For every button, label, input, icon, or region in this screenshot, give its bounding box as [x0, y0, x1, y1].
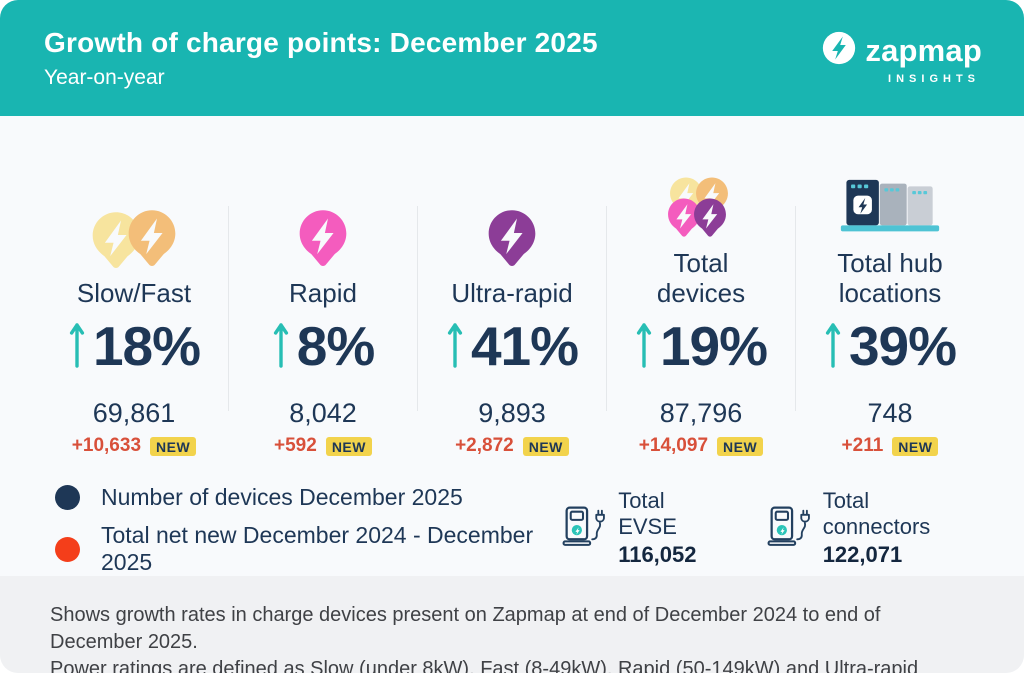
rapid-pin-icon — [295, 208, 351, 268]
stat-net-new: +2,872 — [455, 435, 514, 456]
new-badge: NEW — [325, 436, 372, 456]
up-arrow-icon — [446, 319, 464, 374]
ultra-rapid-pin-icon — [484, 208, 540, 268]
charge-pump-icon — [765, 503, 812, 553]
new-badge: NEW — [717, 436, 764, 456]
red-dot-icon — [55, 536, 80, 562]
legend: Number of devices December 2025 Total ne… — [55, 484, 560, 576]
totals: Total EVSE 116,052 Total connectors 122,… — [560, 488, 969, 568]
new-badge: NEW — [150, 436, 197, 456]
total-evse: Total EVSE 116,052 — [560, 488, 719, 568]
brand-block: zapmap INSIGHTS — [822, 31, 982, 85]
legend-label: Total net new December 2024 - December 2… — [101, 522, 534, 575]
column-divider — [606, 206, 607, 411]
total-value: 122,071 — [822, 542, 903, 567]
stat-column-rapid: Rapid 8% 8,042 +592 NEW — [229, 150, 417, 457]
stat-label: Total hub locations — [837, 248, 943, 308]
page-subtitle: Year-on-year — [44, 65, 165, 89]
brand-insights-label: INSIGHTS — [888, 73, 980, 85]
footnote-section: Shows growth rates in charge devices pre… — [0, 576, 1024, 673]
stat-column-ultra-rapid: Ultra-rapid 41% 9,893 +2,872 NEW — [418, 150, 606, 457]
infographic-card: Growth of charge points: December 2025 Y… — [0, 0, 1024, 673]
stat-percent: 41% — [470, 315, 579, 377]
legend-label: Number of devices December 2025 — [101, 484, 463, 510]
stat-percent: 39% — [848, 315, 957, 377]
up-arrow-icon — [635, 319, 653, 374]
column-divider — [417, 206, 418, 411]
navy-dot-icon — [55, 485, 80, 510]
stat-net-new: +592 — [274, 435, 317, 456]
total-label: Total EVSE — [618, 488, 677, 539]
slow-fast-pins-icon — [88, 208, 180, 268]
column-divider — [795, 206, 796, 411]
stat-net-new: +211 — [841, 435, 884, 456]
total-connectors: Total connectors 122,071 — [765, 488, 969, 568]
new-badge: NEW — [522, 436, 569, 456]
footnote-line: Shows growth rates in charge devices pre… — [50, 604, 881, 653]
up-arrow-icon — [824, 319, 842, 374]
new-badge: NEW — [892, 436, 939, 456]
main-section: Slow/Fast 18% 69,861 +10,633 NEW — [0, 116, 1024, 576]
legend-item-net-new: Total net new December 2024 - December 2… — [55, 522, 560, 576]
total-devices-pins-icon — [665, 176, 737, 238]
charge-pump-icon — [560, 503, 607, 553]
stat-percent: 8% — [296, 315, 375, 377]
stat-column-slow-fast: Slow/Fast 18% 69,861 +10,633 NEW — [40, 150, 228, 457]
stat-percent: 19% — [659, 315, 768, 377]
footnote-line: Power ratings are defined as Slow (under… — [50, 658, 919, 673]
stats-row: Slow/Fast 18% 69,861 +10,633 NEW — [0, 116, 1024, 457]
stat-column-total-devices: Total devices 19% 87,796 +14,097 NEW — [607, 150, 795, 457]
stat-label: Ultra-rapid — [451, 278, 573, 308]
page-title: Growth of charge points: December 2025 — [44, 26, 598, 58]
stat-label: Total devices — [656, 248, 746, 308]
stat-devices: 9,893 — [478, 398, 546, 428]
stat-devices: 8,042 — [289, 398, 357, 428]
stat-label: Slow/Fast — [76, 278, 192, 308]
legend-item-devices: Number of devices December 2025 — [55, 484, 560, 511]
charging-hub-icon — [839, 175, 941, 238]
stat-label: Rapid — [289, 278, 357, 308]
legend-totals-band: Number of devices December 2025 Total ne… — [0, 457, 1024, 576]
zapmap-bolt-icon — [822, 31, 856, 70]
up-arrow-icon — [272, 319, 290, 374]
stat-devices: 69,861 — [92, 398, 176, 428]
stat-column-total-hub-locations: Total hub locations 39% 748 +211 NEW — [796, 150, 984, 457]
brand-wordmark: zapmap — [865, 32, 982, 68]
header: Growth of charge points: December 2025 Y… — [0, 0, 1024, 116]
stat-net-new: +10,633 — [71, 435, 142, 456]
stat-devices: 748 — [867, 398, 913, 428]
column-divider — [228, 206, 229, 411]
stat-devices: 87,796 — [659, 398, 743, 428]
up-arrow-icon — [68, 319, 86, 374]
stat-net-new: +14,097 — [638, 435, 709, 456]
stat-percent: 18% — [92, 315, 201, 377]
total-value: 116,052 — [618, 542, 697, 567]
total-label: Total connectors — [822, 488, 931, 539]
